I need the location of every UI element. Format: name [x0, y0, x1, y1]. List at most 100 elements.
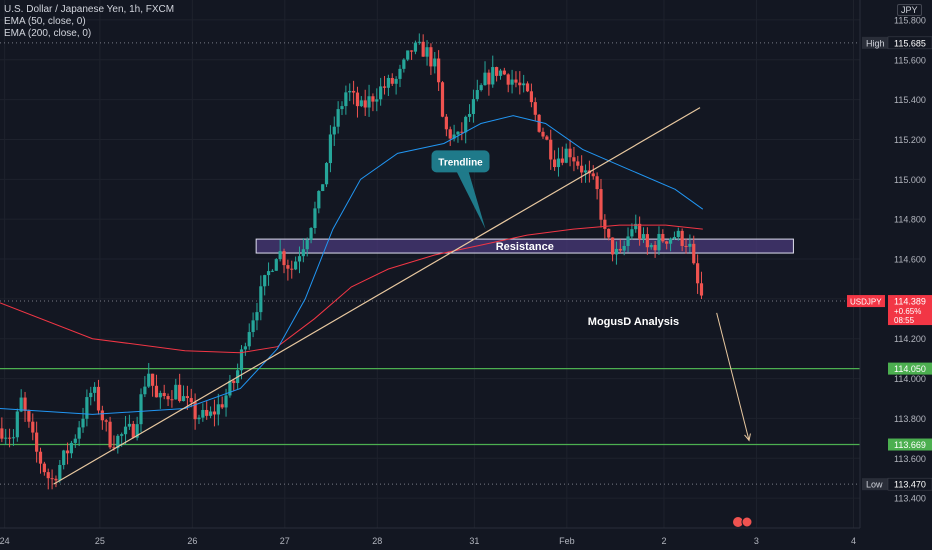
candle-body [112, 447, 116, 449]
candle-body [282, 251, 286, 266]
trendline-callout-box[interactable] [431, 150, 490, 173]
candle-body [181, 396, 186, 402]
candle-body [239, 349, 244, 371]
candle-body [89, 392, 93, 398]
candle-body [487, 72, 491, 85]
author-note: MogusD Analysis [588, 316, 679, 328]
candle-body [344, 92, 348, 107]
trendline[interactable] [53, 107, 701, 485]
candle-body [309, 228, 313, 240]
legend-ema200: EMA (200, close, 0) [4, 28, 92, 39]
candle-body [692, 243, 696, 264]
symbol-tag[interactable] [847, 295, 885, 308]
candle-body [73, 438, 77, 443]
y-tick-label: 113.600 [894, 454, 926, 464]
candle-body [15, 411, 19, 438]
candle-body [560, 158, 564, 163]
candle-body [626, 236, 630, 246]
extreme-tag-low [862, 478, 888, 491]
candle-body [607, 228, 611, 238]
event-flag-icon[interactable] [733, 517, 743, 527]
candle-body [85, 397, 89, 419]
candle-body [638, 223, 642, 240]
candle-body [232, 380, 236, 384]
candle-body [437, 58, 441, 83]
extreme-value-box [887, 477, 932, 491]
candle-body [143, 386, 147, 395]
candle-body [116, 435, 120, 449]
candle-body [42, 463, 46, 473]
candle-body [348, 90, 352, 93]
candle-body [549, 139, 553, 160]
candle-body [379, 86, 383, 100]
candle-body [355, 92, 360, 107]
candle-body [131, 423, 135, 438]
candle-body [402, 59, 406, 69]
currency-badge[interactable]: JPY [897, 4, 922, 16]
candle-body [189, 398, 193, 403]
y-tick-label: 115.000 [894, 175, 926, 185]
candle-body [375, 99, 379, 102]
candle-body [297, 256, 302, 262]
candle-body [514, 79, 518, 83]
candle-body [205, 409, 209, 416]
y-tick-label: 114.600 [894, 255, 926, 265]
trendline-callout-text: Trendline [438, 157, 483, 168]
extreme-value-box [887, 36, 932, 50]
candle-body [50, 478, 54, 480]
candle-body [93, 386, 97, 393]
candle-body [699, 283, 704, 296]
y-tick-label: 114.200 [894, 334, 926, 344]
candle-body [456, 131, 460, 135]
candle-body [62, 450, 66, 466]
candle-body [564, 148, 568, 163]
candle-body [286, 265, 290, 269]
candle-body [545, 136, 549, 140]
candle-body [653, 244, 657, 251]
candle-body [591, 173, 595, 177]
candle-body [108, 421, 112, 448]
candle-body [409, 50, 414, 52]
event-flag-icon[interactable] [741, 516, 753, 528]
candle-body [321, 184, 325, 192]
candle-body [174, 384, 178, 400]
candle-body [464, 116, 468, 133]
candle-body [147, 373, 151, 387]
support-tag-label-1: 114.050 [894, 364, 926, 374]
candle-body [104, 420, 108, 422]
candle-body [332, 126, 336, 135]
projection-arrow[interactable] [716, 312, 750, 441]
candle-body [201, 409, 205, 418]
candle-body [684, 245, 688, 247]
y-tick-label: 115.200 [894, 135, 926, 145]
candle-body [220, 404, 224, 408]
candle-body [162, 392, 166, 397]
price-axis-bg [860, 0, 932, 550]
candle-body [278, 251, 282, 260]
candle-body [529, 91, 534, 103]
candle-body [471, 99, 476, 114]
candle-body [96, 386, 101, 411]
candle-body [367, 96, 371, 108]
candle-body [622, 245, 626, 251]
candle-body [502, 70, 506, 75]
candle-body [301, 249, 305, 257]
resistance-label: Resistance [496, 241, 554, 253]
candle-body [394, 78, 398, 84]
candle-body [69, 442, 74, 454]
support-tag-label-2: 113.669 [894, 440, 926, 450]
candle-body [19, 397, 23, 412]
candle-body [603, 219, 607, 229]
candle-body [556, 158, 561, 168]
candle-body [595, 176, 599, 190]
candle-body [552, 159, 557, 168]
candle-body [576, 161, 580, 166]
candle-body [65, 450, 70, 454]
candle-body [657, 233, 661, 251]
candle-body [38, 451, 43, 464]
candle-body [479, 85, 483, 91]
candle-body [406, 50, 410, 60]
x-tick-label: 27 [280, 536, 290, 546]
